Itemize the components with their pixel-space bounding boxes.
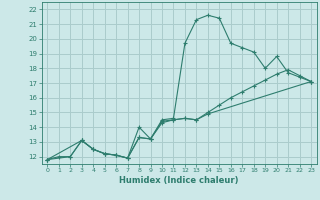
X-axis label: Humidex (Indice chaleur): Humidex (Indice chaleur): [119, 176, 239, 185]
